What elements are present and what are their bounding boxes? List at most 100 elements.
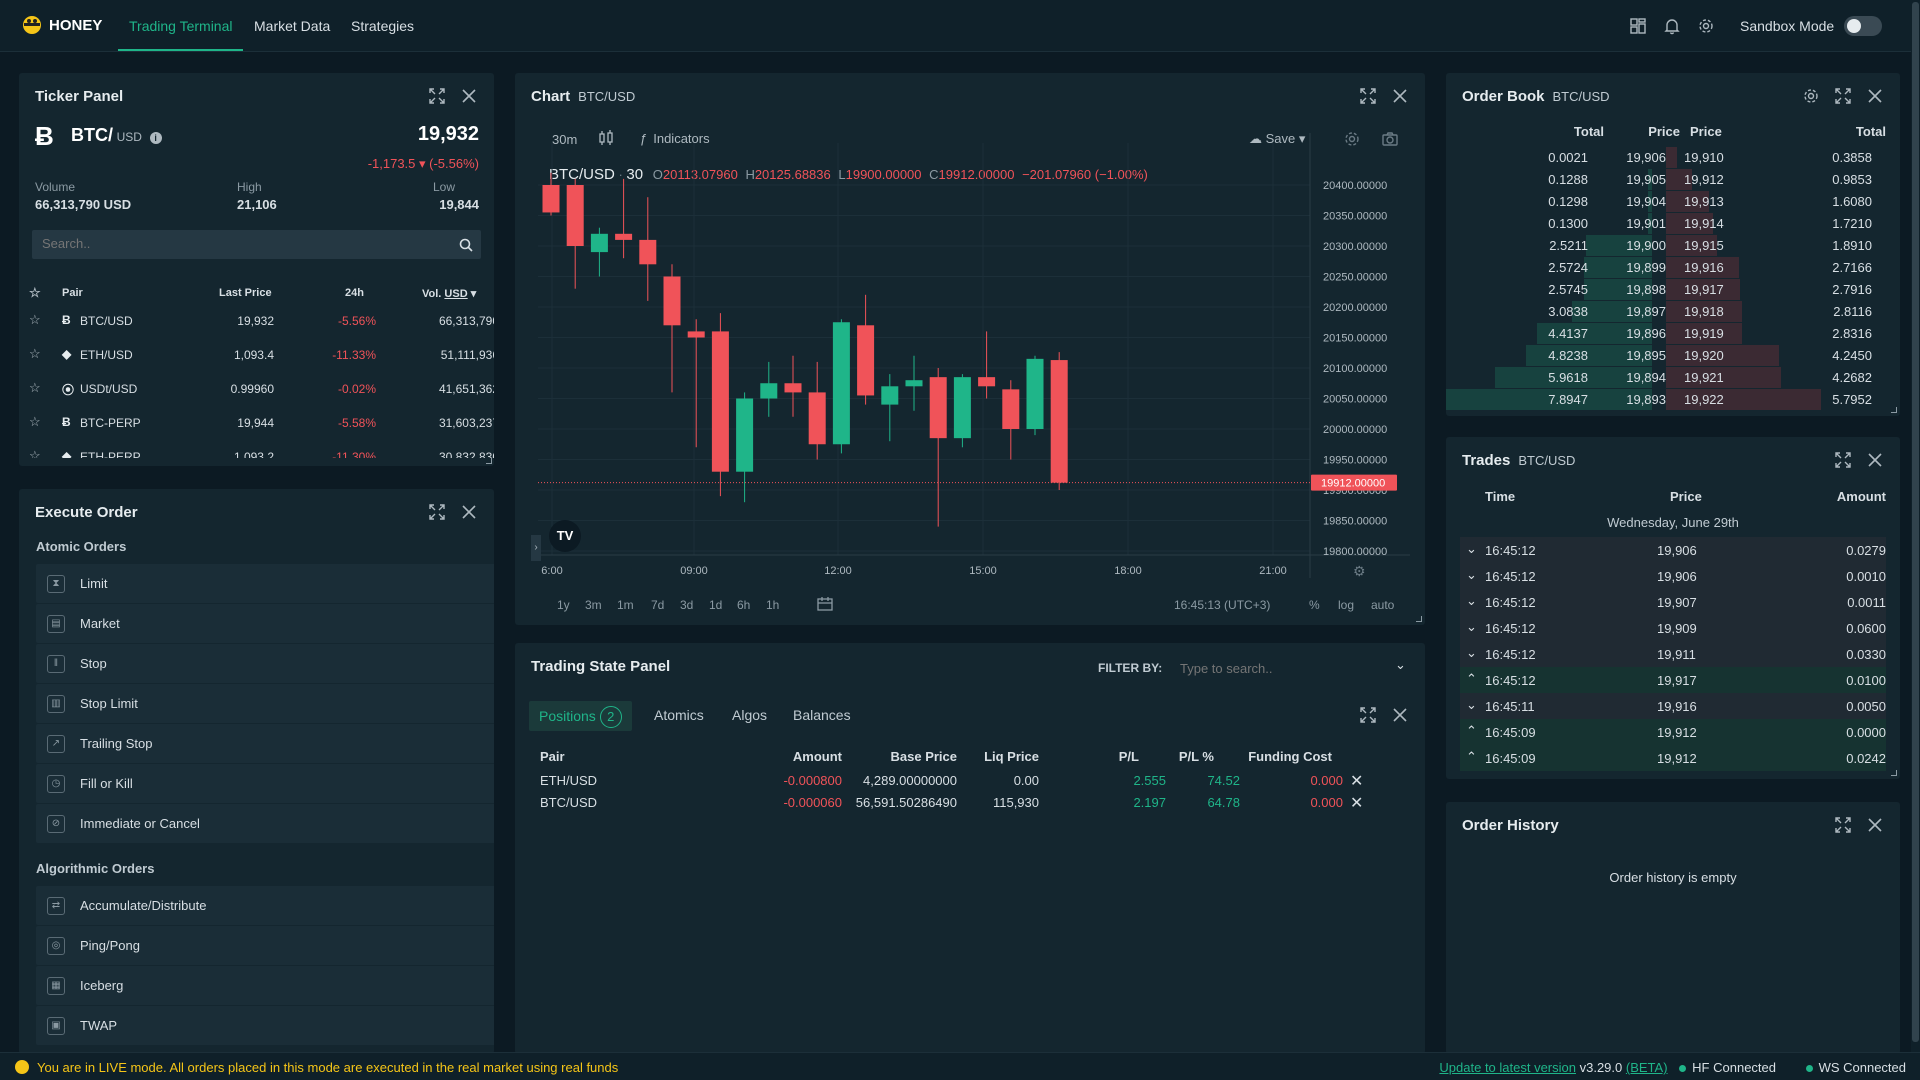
col-last-price[interactable]: Last Price <box>219 287 272 299</box>
star-icon[interactable]: ☆ <box>29 414 41 429</box>
candle-body[interactable] <box>832 322 850 445</box>
close-position-icon[interactable]: ✕ <box>1350 795 1364 812</box>
bell-icon[interactable] <box>1661 15 1683 37</box>
orderbook-row[interactable]: 2.5745 19,898 19,917 2.7916 <box>1446 278 1886 300</box>
order-type-immediate-or-cancel[interactable]: ⊘ Immediate or Cancel <box>36 804 494 843</box>
tab-positions[interactable]: Positions 2 <box>529 701 632 731</box>
orderbook-row[interactable]: 4.8238 19,895 19,920 4.2450 <box>1446 344 1886 366</box>
expand-icon[interactable] <box>1357 85 1379 107</box>
candle-body[interactable] <box>1050 360 1068 483</box>
candle-body[interactable] <box>929 377 947 439</box>
range-1d[interactable]: 1d <box>709 598 723 612</box>
resize-handle[interactable] <box>1891 407 1897 413</box>
candle-body[interactable] <box>687 331 705 338</box>
layout-icon[interactable] <box>1627 15 1649 37</box>
orderbook-row[interactable]: 0.1288 19,905 19,912 0.9853 <box>1446 168 1886 190</box>
close-icon[interactable] <box>1864 449 1886 471</box>
expand-icon[interactable] <box>426 85 448 107</box>
filter-input[interactable] <box>1180 658 1390 678</box>
beta-link[interactable]: (BETA) <box>1625 1060 1668 1075</box>
star-icon[interactable]: ☆ <box>29 448 41 458</box>
range-7d[interactable]: 7d <box>651 598 665 612</box>
expand-icon[interactable] <box>1357 704 1379 726</box>
range-1y[interactable]: 1y <box>557 598 570 612</box>
tab-strategies[interactable]: Strategies <box>351 18 415 34</box>
star-icon[interactable]: ☆ <box>29 312 41 327</box>
order-type-limit[interactable]: ⧗ Limit <box>36 564 494 603</box>
resize-handle[interactable] <box>1891 770 1897 776</box>
info-icon[interactable]: i <box>149 132 162 144</box>
range-6h[interactable]: 6h <box>737 598 751 612</box>
orderbook-row[interactable]: 0.0021 19,906 19,910 0.3858 <box>1446 146 1886 168</box>
order-type-stop[interactable]: ‖ Stop <box>36 644 494 683</box>
close-icon[interactable] <box>1389 85 1411 107</box>
candlestick-chart[interactable]: 20400.00000 20350.00000 20300.00000 20250.0… <box>515 73 1425 625</box>
expand-icon[interactable] <box>426 501 448 523</box>
orderbook-row[interactable]: 4.4137 19,896 19,919 2.8316 <box>1446 322 1886 344</box>
expand-icon[interactable] <box>1832 449 1854 471</box>
orderbook-row[interactable]: 0.1298 19,904 19,913 1.6080 <box>1446 190 1886 212</box>
tab-atomics[interactable]: Atomics <box>654 707 704 723</box>
sidebar-toggle-icon[interactable]: › <box>531 535 541 561</box>
candle-body[interactable] <box>711 331 729 472</box>
candle-body[interactable] <box>1026 358 1044 429</box>
candle-body[interactable] <box>953 377 971 439</box>
candle-body[interactable] <box>784 383 802 393</box>
update-link[interactable]: Update to latest version <box>1439 1060 1576 1075</box>
order-type-stop-limit[interactable]: ▥ Stop Limit <box>36 684 494 723</box>
resize-handle[interactable] <box>1416 616 1422 622</box>
expand-icon[interactable] <box>1832 85 1854 107</box>
range-1h[interactable]: 1h <box>766 598 780 612</box>
orderbook-row[interactable]: 0.1300 19,901 19,914 1.7210 <box>1446 212 1886 234</box>
candle-body[interactable] <box>590 233 608 253</box>
ticker-row[interactable]: ☆ ◆ ETH-PERP 1,093.2 -11.30% 30,832,830 <box>29 440 494 458</box>
candle-body[interactable] <box>905 380 923 387</box>
range-3d[interactable]: 3d <box>680 598 694 612</box>
ticker-row[interactable]: ☆ Ƀ BTC/USD 19,932 -5.56% 66,313,790 <box>29 304 494 338</box>
date-range-icon[interactable] <box>814 593 836 615</box>
order-type-trailing-stop[interactable]: ↗ Trailing Stop <box>36 724 494 763</box>
candle-body[interactable] <box>881 386 899 405</box>
percent-toggle[interactable]: % <box>1309 598 1320 612</box>
candle-body[interactable] <box>663 276 681 326</box>
algo-type-accumulate-distribute[interactable]: ⇄ Accumulate/Distribute <box>36 886 494 925</box>
camera-icon[interactable] <box>1379 128 1401 150</box>
candle-body[interactable] <box>808 392 826 445</box>
close-icon[interactable] <box>1389 704 1411 726</box>
candle-body[interactable] <box>1002 389 1020 429</box>
range-1m[interactable]: 1m <box>617 598 634 612</box>
star-icon[interactable]: ☆ <box>29 380 41 395</box>
order-type-market[interactable]: ▤ Market <box>36 604 494 643</box>
indicators-button[interactable]: ƒ Indicators <box>640 131 710 146</box>
order-type-fill-or-kill[interactable]: ◷ Fill or Kill <box>36 764 494 803</box>
close-icon[interactable] <box>458 501 480 523</box>
star-icon[interactable]: ☆ <box>29 285 41 300</box>
orderbook-row[interactable]: 7.8947 19,893 19,922 5.7952 <box>1446 388 1886 410</box>
tab-algos[interactable]: Algos <box>732 707 768 723</box>
page-scrollbar[interactable] <box>1911 0 1920 1052</box>
star-icon[interactable]: ☆ <box>29 346 41 361</box>
candle-type-icon[interactable] <box>597 129 615 150</box>
tab-trading-terminal[interactable]: Trading Terminal <box>129 18 233 34</box>
orderbook-row[interactable]: 5.9618 19,894 19,921 4.2682 <box>1446 366 1886 388</box>
sandbox-toggle[interactable] <box>1844 16 1882 36</box>
candle-body[interactable] <box>760 383 778 399</box>
candle-body[interactable] <box>566 185 584 246</box>
chart-settings-icon[interactable] <box>1341 128 1363 150</box>
candle-body[interactable] <box>736 398 754 472</box>
axis-settings-icon[interactable]: ⚙ <box>1353 563 1366 579</box>
tab-balances[interactable]: Balances <box>793 707 851 723</box>
search-icon[interactable] <box>459 238 473 252</box>
candle-body[interactable] <box>857 325 875 396</box>
range-3m[interactable]: 3m <box>585 598 602 612</box>
candle-body[interactable] <box>542 185 560 213</box>
interval-select[interactable]: 30m <box>552 132 578 147</box>
close-position-icon[interactable]: ✕ <box>1350 773 1364 790</box>
col-vol[interactable]: Vol. USD ▾ <box>422 288 477 300</box>
save-button[interactable]: ☁ Save ▾ <box>1249 131 1306 146</box>
ticker-row[interactable]: ☆ ◆ ETH/USD 1,093.4 -11.33% 51,111,936 <box>29 338 494 372</box>
tab-market-data[interactable]: Market Data <box>254 18 331 34</box>
orderbook-row[interactable]: 2.5724 19,899 19,916 2.7166 <box>1446 256 1886 278</box>
log-toggle[interactable]: log <box>1338 598 1355 612</box>
gear-icon[interactable] <box>1695 15 1717 37</box>
